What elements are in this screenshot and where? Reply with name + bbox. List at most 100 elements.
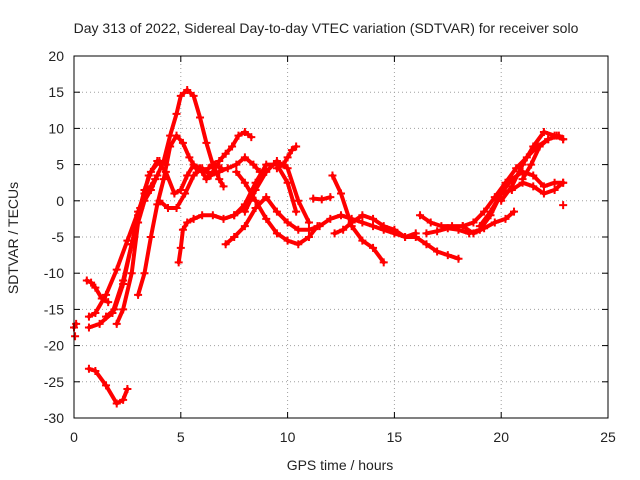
x-tick-label: 10 (280, 429, 296, 445)
data-point (134, 290, 143, 299)
data-point (426, 218, 435, 227)
y-tick-label: 20 (48, 48, 64, 64)
data-point (416, 211, 425, 220)
data-point (84, 312, 93, 321)
data-point (411, 233, 420, 241)
series-line (114, 88, 226, 326)
data-point (337, 189, 345, 198)
data-point (433, 247, 442, 256)
data-point (262, 160, 271, 169)
y-tick-label: -30 (44, 410, 64, 426)
data-point (215, 175, 224, 184)
data-point (71, 332, 80, 341)
data-point (234, 131, 243, 140)
data-point (337, 211, 345, 220)
series-arc-17 (309, 193, 335, 204)
data-point (210, 160, 219, 169)
data-point (172, 204, 181, 213)
data-point (510, 207, 519, 216)
data-point (422, 240, 431, 249)
data-point (91, 366, 100, 375)
data-point (328, 171, 337, 180)
data-point (550, 185, 559, 194)
data-point (72, 319, 81, 328)
data-point (443, 224, 452, 233)
data-point (112, 319, 121, 328)
data-point (110, 305, 119, 314)
data-point (559, 178, 568, 187)
y-tick-label: -5 (52, 229, 65, 245)
data-point (480, 224, 489, 233)
data-point (185, 153, 194, 162)
data-point (215, 167, 224, 176)
data-point (172, 131, 181, 140)
data-point (189, 171, 198, 180)
data-point (272, 229, 281, 238)
data-point (401, 233, 410, 241)
series-arc-3 (84, 364, 132, 408)
data-point (272, 164, 281, 173)
data-point (240, 128, 249, 137)
data-point (119, 280, 128, 289)
data-point (490, 218, 499, 227)
data-point (178, 225, 187, 234)
x-tick-label: 20 (493, 429, 509, 445)
data-point (155, 196, 164, 205)
data-point (146, 185, 155, 194)
data-point (221, 149, 230, 158)
y-tick-label: -10 (44, 265, 64, 281)
series-arc-1 (70, 319, 81, 332)
data-point (539, 128, 548, 137)
data-point (95, 319, 104, 328)
data-point (198, 211, 207, 220)
data-point (247, 133, 256, 142)
data-point (176, 185, 185, 194)
data-point (232, 160, 241, 169)
data-point (422, 229, 431, 238)
data-point (251, 196, 260, 205)
data-point (283, 153, 292, 162)
data-point (163, 204, 172, 213)
data-point (529, 182, 538, 191)
data-point (232, 167, 241, 176)
data-point (221, 240, 230, 249)
data-point (358, 211, 367, 220)
data-point (529, 171, 538, 180)
data-point (469, 218, 478, 227)
y-tick-label: 15 (48, 84, 64, 100)
data-point (304, 218, 313, 227)
data-point (119, 395, 128, 404)
data-point (294, 225, 303, 234)
data-point (176, 243, 185, 252)
x-tick-label: 0 (70, 429, 78, 445)
data-point (208, 211, 217, 220)
data-point (292, 142, 301, 151)
data-point (134, 218, 143, 227)
data-point (390, 225, 399, 234)
data-point (552, 131, 561, 140)
data-point (230, 233, 239, 241)
data-point (91, 283, 100, 292)
data-point (559, 201, 568, 210)
data-point (82, 276, 91, 285)
data-point (202, 138, 211, 147)
data-point (539, 182, 548, 191)
data-point (240, 207, 249, 216)
data-point (304, 225, 313, 234)
y-tick-label: 10 (48, 120, 64, 136)
series-arc-25 (518, 131, 568, 184)
data-point (87, 278, 96, 287)
data-point (102, 381, 111, 390)
data-point (347, 218, 356, 227)
data-point (283, 164, 292, 173)
data-point (166, 142, 175, 151)
data-point (497, 196, 506, 205)
series-line (330, 173, 386, 265)
series-arc-2 (71, 332, 80, 341)
data-point (518, 175, 527, 184)
data-point (518, 160, 527, 169)
data-point (539, 189, 548, 198)
data-point (183, 218, 192, 227)
data-point (272, 207, 281, 216)
